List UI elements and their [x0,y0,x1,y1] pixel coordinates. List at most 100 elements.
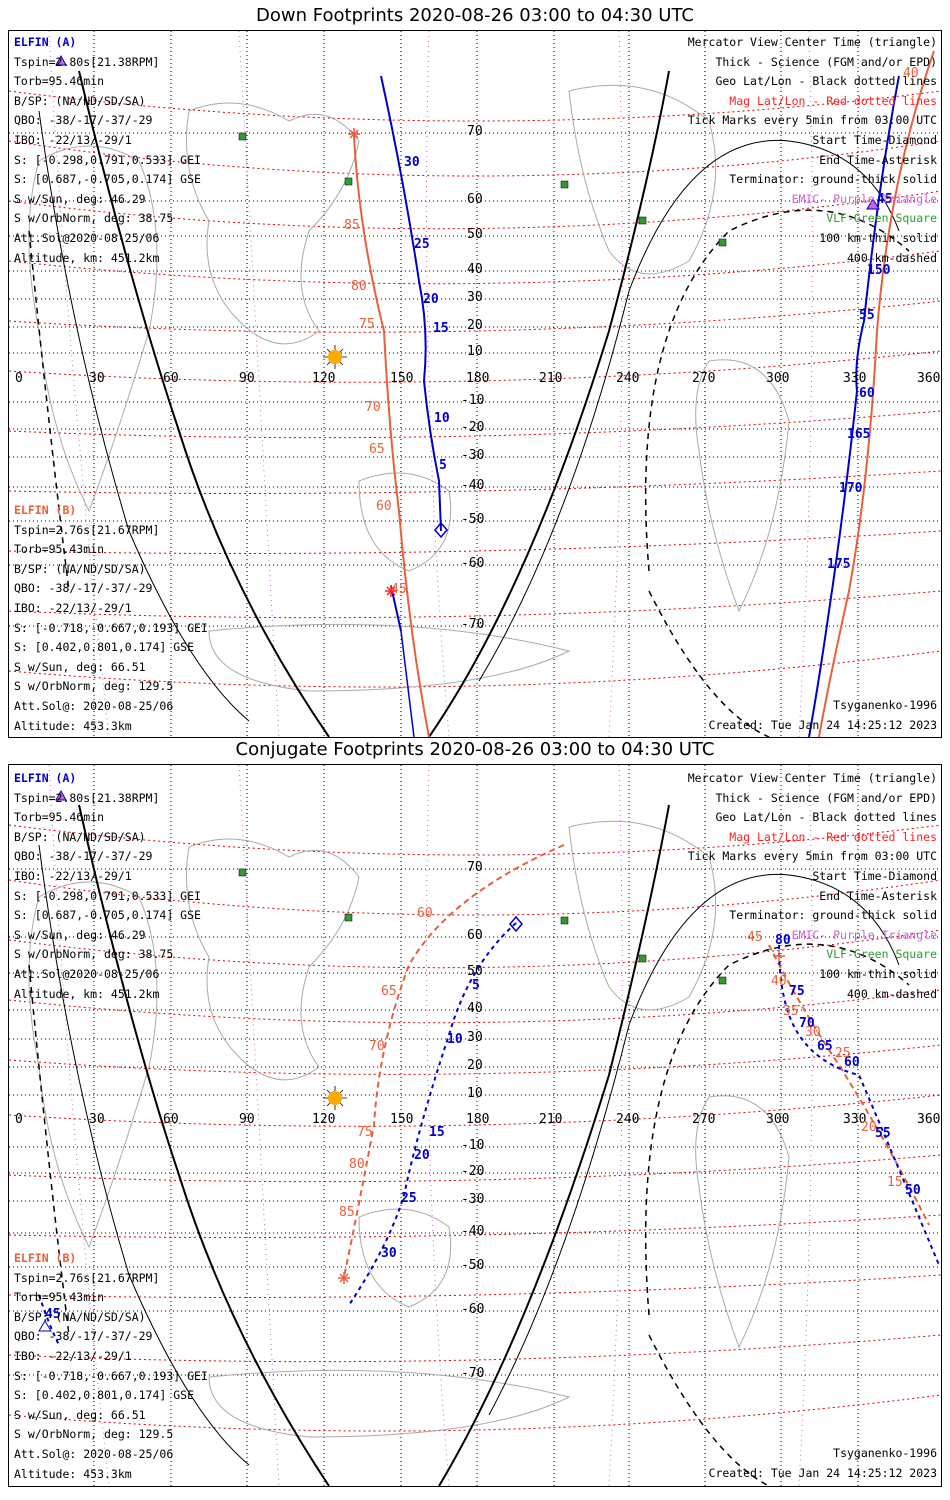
down-footprints-map [9,31,941,737]
lat-tick: -30 [461,1192,485,1207]
track-label-b: 25 [835,1046,851,1061]
track-label-b: 60 [376,499,392,514]
emic-meridians [48,31,813,737]
track-label-a: 60 [859,386,875,401]
vlf-squares [238,868,727,985]
footer-info: Tsyganenko-1996 Created: Tue Jan 24 14:2… [708,698,937,732]
conjugate-footprints-title: Conjugate Footprints 2020-08-26 03:00 to… [235,739,715,760]
emic-triangle-b [38,1320,52,1332]
track-label-b: 65 [369,442,385,457]
lon-tick: 240 [616,1112,640,1127]
lat-tick: -50 [461,512,485,527]
track-label-a: 5 [439,458,447,473]
lat-tick: 30 [467,290,483,305]
track-label-a: 70 [799,1016,815,1031]
sun-marker [323,345,347,369]
elfin-b-conj-track [343,844,930,1278]
down-footprints-panel: 0 30 60 90 120 150 180 210 240 270 300 3… [8,30,942,738]
track-label-b: 80 [351,279,367,294]
lat-tick: -60 [461,1302,485,1317]
geo-grid-lines [9,31,941,737]
elfin-b-info: ELFIN (B) Tspin=2.76s[21.67RPM] Torb=95.… [14,1251,208,1481]
map-legend: Mercator View Center Time (triangle) Thi… [687,771,937,1001]
track-label-a: 15 [429,1125,445,1140]
lon-tick: 0 [15,1112,23,1127]
track-label-b: 40 [771,974,787,989]
mag-grid-lines [9,824,941,1432]
lat-tick: 40 [467,1001,483,1016]
lat-tick: -40 [461,478,485,493]
lat-tick: 50 [467,227,483,242]
emic-triangle-a [55,789,67,801]
lat-tick: 60 [467,192,483,207]
track-label-b: 80 [349,1157,365,1172]
lat-tick: 70 [467,860,483,875]
down-footprints-title: Down Footprints 2020-08-26 03:00 to 04:3… [256,5,694,26]
lon-tick: 90 [239,1112,255,1127]
emic-triangle-a [55,54,67,66]
vlf-squares [238,132,727,247]
end-asterisk-a [385,585,397,597]
track-label-a: 60 [844,1055,860,1070]
lat-tick: 20 [467,1058,483,1073]
lat-tick: 50 [467,964,483,979]
end-asterisk-b [348,128,360,140]
elfin-a-info: ELFIN (A) Tspin=2.80s[21.38RPM] Torb=95.… [14,35,201,265]
track-label-a: 25 [401,1191,417,1206]
track-label-b: 65 [381,984,397,999]
conjugate-footprints-map [9,765,941,1486]
track-label-a: 165 [847,427,871,442]
lat-tick: -50 [461,1258,485,1273]
terminator-lines [28,70,910,737]
lon-tick: 120 [312,371,336,386]
track-label-a: 175 [827,557,851,572]
track-label-b: 45 [391,582,407,597]
lon-tick: 300 [766,1112,790,1127]
track-label-a: 45 [877,192,893,207]
conjugate-footprints-panel: 0 30 60 90 120 150 180 210 240 270 300 3… [8,764,942,1487]
track-label-a: 30 [381,1246,397,1261]
track-label-b: 35 [783,1004,799,1019]
lat-tick: 40 [467,262,483,277]
track-label-a: 80 [775,933,791,948]
lon-tick: 60 [163,371,179,386]
track-label-b: 85 [339,1205,355,1220]
track-label-a: 15 [433,321,449,336]
lon-tick: 330 [843,371,867,386]
track-label-a: 65 [817,1039,833,1054]
lon-tick: 210 [539,371,563,386]
lat-tick: 20 [467,318,483,333]
emic-triangle-b [866,198,880,210]
lon-tick: 60 [163,1112,179,1127]
lat-tick: -10 [461,393,485,408]
track-label-a: 170 [839,481,863,496]
lon-tick: 120 [312,1112,336,1127]
track-label-a: 55 [875,1126,891,1141]
lon-tick: 270 [692,371,716,386]
elfin-b-info: ELFIN (B) Tspin=2.76s[21.67RPM] Torb=95.… [14,503,208,733]
lon-tick: 90 [239,371,255,386]
track-label-b: 60 [417,906,433,921]
lon-tick: 360 [917,1112,941,1127]
lon-tick: 270 [692,1112,716,1127]
end-asterisk-b2 [773,950,785,962]
elfin-b-down-track [353,50,935,737]
track-label-a: 30 [404,155,420,170]
lat-tick: -20 [461,1164,485,1179]
track-label-b: 40 [903,66,919,81]
mag-grid-lines [9,90,941,688]
terminator-lines [28,804,910,1486]
track-label-a: 5 [472,978,480,993]
track-label-a: 10 [447,1032,463,1047]
map-legend: Mercator View Center Time (triangle) Thi… [687,35,937,265]
lon-tick: 30 [89,371,105,386]
sun-marker [323,1086,347,1110]
lat-tick: -10 [461,1138,485,1153]
track-label-a: 150 [867,263,891,278]
lat-tick: -70 [461,1366,485,1381]
lon-tick: 360 [917,371,941,386]
lat-tick: -60 [461,556,485,571]
lon-tick: 300 [766,371,790,386]
track-label-b: 70 [365,400,381,415]
elfin-a-conj-track [38,922,940,1346]
